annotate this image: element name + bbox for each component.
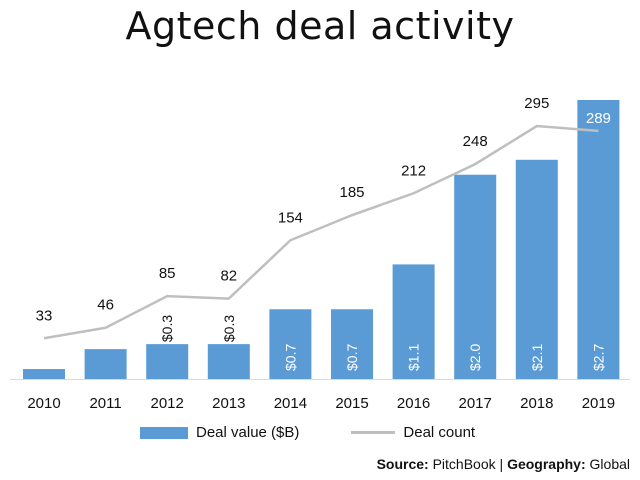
x-tick-label-2011: 2011 <box>89 395 121 412</box>
bar-2012 <box>146 344 189 379</box>
count-label-2019: 289 <box>586 110 611 127</box>
bar-label-2019: $2.7 <box>590 344 606 371</box>
legend-label-deal-count: Deal count <box>403 424 476 441</box>
chart-title: Agtech deal activity <box>125 4 515 48</box>
x-tick-label-2013: 2013 <box>212 395 245 412</box>
count-label-2017: 248 <box>463 133 488 150</box>
x-tick-label-2015: 2015 <box>335 395 368 412</box>
count-label-2012: 85 <box>159 265 176 282</box>
bar-2017 <box>454 174 497 379</box>
count-label-2014: 154 <box>278 209 303 226</box>
source-label: Source: <box>376 456 429 472</box>
x-tick-label-2018: 2018 <box>520 395 553 412</box>
bar-label-2014: $0.7 <box>282 344 298 371</box>
geography-label: Geography: <box>507 456 586 472</box>
count-label-2011: 46 <box>97 297 114 314</box>
x-tick-label-2019: 2019 <box>582 395 615 412</box>
x-tick-label-2010: 2010 <box>27 395 60 412</box>
bar-label-2016: $1.1 <box>406 344 422 371</box>
bar-label-2018: $2.1 <box>529 344 545 371</box>
legend-swatch-deal-value <box>140 426 188 439</box>
source-note: Source: PitchBook | Geography: Global <box>377 456 630 472</box>
bar-2011 <box>84 349 127 379</box>
bar-2016 <box>392 264 435 379</box>
bar-2018 <box>515 159 558 379</box>
x-tick-label-2014: 2014 <box>274 395 307 412</box>
x-tick-label-2017: 2017 <box>459 395 492 412</box>
bar-2015 <box>331 309 373 379</box>
bar-label-2012: $0.3 <box>159 315 175 342</box>
count-label-2016: 212 <box>401 162 426 179</box>
bar-2014 <box>269 309 312 379</box>
legend-label-deal-value: Deal value ($B) <box>196 424 300 441</box>
source-value: PitchBook <box>432 456 496 472</box>
count-label-2018: 295 <box>524 95 549 112</box>
bar-label-2017: $2.0 <box>467 344 483 371</box>
legend-swatch-deal-count <box>351 431 396 434</box>
bar-2019 <box>577 100 620 379</box>
bar-2010 <box>23 369 65 379</box>
deal-count-line <box>43 124 599 340</box>
chart-legend: Deal value ($B) Deal count <box>140 424 475 441</box>
source-separator: | <box>499 456 504 472</box>
count-label-2015: 185 <box>339 184 364 201</box>
bar-label-2013: $0.3 <box>221 315 237 342</box>
chart-canvas: 2010 2011 $0.3 2012 $0.3 2013 $0.7 2014 $0.7 2015… <box>10 95 630 412</box>
count-label-2013: 82 <box>220 268 237 285</box>
count-label-2010: 33 <box>36 307 53 324</box>
bar-2013 <box>207 344 250 379</box>
geography-value: Global <box>589 456 630 472</box>
bar-label-2015: $0.7 <box>344 344 360 371</box>
x-tick-label-2016: 2016 <box>397 395 430 412</box>
x-tick-label-2012: 2012 <box>151 395 184 412</box>
